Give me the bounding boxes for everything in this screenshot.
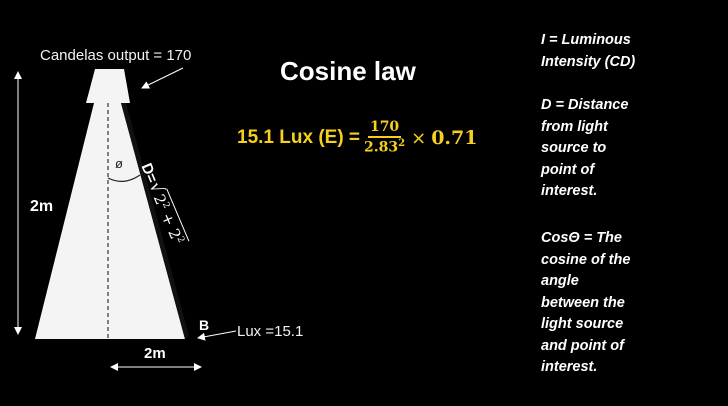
distance-edge bbox=[121, 103, 189, 339]
times-sign: × bbox=[411, 127, 427, 149]
legend-distance: D = Distance from light source to point … bbox=[541, 97, 629, 199]
angle-symbol: ø bbox=[115, 156, 123, 171]
height-label: 2m bbox=[30, 198, 54, 215]
candelas-output-label: Candelas output = 170 bbox=[40, 47, 192, 64]
candelas-arrow bbox=[141, 67, 184, 89]
point-b-label: B bbox=[199, 317, 210, 333]
lamp-shade bbox=[86, 69, 130, 103]
lux-label: Lux =15.1 bbox=[237, 323, 304, 340]
legend-cosine: CosΘ = The cosine of the angle between t… bbox=[541, 230, 631, 375]
legend-luminous-intensity: I = Luminous Intensity (CD) bbox=[541, 32, 636, 70]
equation-fraction: 170 2.832 bbox=[364, 120, 405, 155]
angle-arc bbox=[107, 174, 141, 182]
light-cone bbox=[35, 103, 185, 339]
cosine-factor: 0.71 bbox=[431, 127, 478, 149]
width-label: 2m bbox=[144, 345, 166, 362]
lux-arrow bbox=[197, 330, 237, 341]
equation-lhs: 15.1 Lux (E) = bbox=[237, 127, 361, 148]
slide-title: Cosine law bbox=[280, 56, 416, 86]
equation-denominator: 2.832 bbox=[364, 138, 406, 156]
lux-equation: 15.1 Lux (E) = 170 2.832 × 0.71 bbox=[237, 117, 477, 159]
equation-numerator: 170 bbox=[367, 120, 402, 139]
